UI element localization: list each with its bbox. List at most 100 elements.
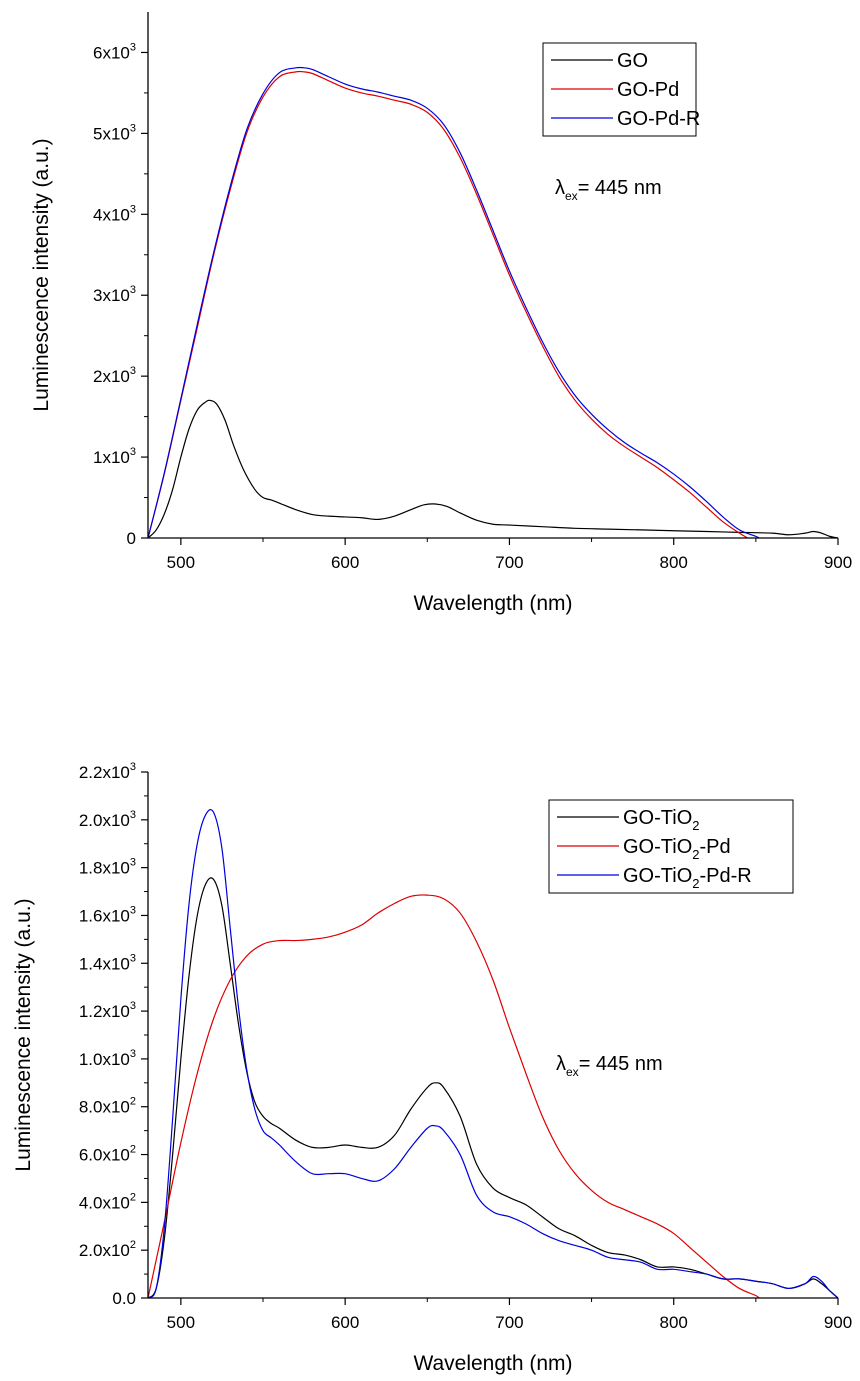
legend-label-sub: 2: [692, 876, 699, 891]
y-tick-mantissa: 8.0x10: [79, 1098, 130, 1117]
y-tick-exponent: 3: [130, 284, 136, 296]
legend-label-2: GO-TiO2-Pd-R: [623, 865, 752, 891]
x-tick-label: 900: [824, 1313, 852, 1332]
annotation-symbol: λ: [556, 1053, 566, 1075]
annotation-text: = 445 nm: [578, 177, 662, 199]
legend-label-tail: -Pd-R: [699, 865, 751, 887]
y-tick-exponent: 3: [130, 761, 136, 773]
legend-label-sub: 2: [692, 818, 699, 833]
x-axis-label: Wavelength (nm): [413, 1352, 572, 1375]
y-tick-label: 1.2x103: [79, 1000, 136, 1021]
x-tick-label: 500: [167, 553, 195, 572]
legend-label-main: GO-TiO: [623, 865, 692, 887]
y-tick-mantissa: 1.4x10: [79, 954, 130, 973]
y-tick-label: 6.0x102: [79, 1144, 136, 1165]
y-tick-mantissa: 1.2x10: [79, 1002, 130, 1021]
y-tick-label: 0: [127, 529, 136, 548]
legend-label-1: GO-TiO2-Pd: [623, 836, 731, 862]
y-tick-mantissa: 2x10: [93, 367, 130, 386]
y-tick-exponent: 3: [130, 41, 136, 53]
y-tick-mantissa: 1x10: [93, 448, 130, 467]
y-tick-exponent: 3: [130, 857, 136, 869]
x-tick-label: 900: [824, 553, 852, 572]
excitation-annotation: λex= 445 nm: [555, 177, 662, 203]
y-tick-mantissa: 0.0: [112, 1289, 136, 1308]
legend-label-0: GO-TiO2: [623, 807, 699, 833]
y-tick-label: 4.0x102: [79, 1191, 136, 1212]
annotation-text: = 445 nm: [579, 1053, 663, 1075]
series-line-2: [147, 66, 760, 539]
y-tick-label: 1.0x103: [79, 1048, 136, 1069]
annotation-subscript: ex: [566, 1065, 579, 1079]
legend-label-sub: 2: [692, 847, 699, 862]
legend-label-text: GO: [617, 50, 648, 72]
y-tick-label: 2.0x102: [79, 1239, 136, 1260]
y-tick-exponent: 3: [130, 203, 136, 215]
y-tick-exponent: 2: [130, 1096, 136, 1108]
chart-bottom: 500 600 700 800 9000.02.0x1024.0x1026.0x1028…: [12, 761, 852, 1375]
y-tick-label: 3x103: [93, 284, 136, 305]
y-tick-mantissa: 4.0x10: [79, 1193, 130, 1212]
y-tick-mantissa: 0: [127, 529, 136, 548]
y-tick-mantissa: 1.8x10: [79, 859, 130, 878]
y-tick-exponent: 3: [130, 952, 136, 964]
legend-label-2: GO-Pd-R: [617, 108, 700, 130]
series-line-1: [147, 894, 760, 1299]
y-tick-label: 0.0: [112, 1289, 136, 1308]
legend-label-text: GO-Pd-R: [617, 108, 700, 130]
y-tick-exponent: 3: [130, 809, 136, 821]
legend-label-main: GO-TiO: [623, 836, 692, 858]
y-tick-exponent: 3: [130, 904, 136, 916]
y-axis-label: Luminescence intensity (a.u.): [12, 898, 35, 1171]
y-tick-mantissa: 5x10: [93, 124, 130, 143]
series-line-1: [147, 70, 748, 539]
x-tick-label: 600: [331, 553, 359, 572]
y-tick-label: 2.2x103: [79, 761, 136, 782]
y-tick-label: 1.4x103: [79, 952, 136, 973]
y-tick-exponent: 3: [130, 446, 136, 458]
y-tick-label: 2x103: [93, 365, 136, 386]
y-tick-label: 5x103: [93, 122, 136, 143]
y-tick-exponent: 3: [130, 1048, 136, 1060]
series-line-2: [147, 809, 839, 1299]
y-tick-mantissa: 2.2x10: [79, 763, 130, 782]
legend-label-main: GO-TiO: [623, 807, 692, 829]
x-tick-label: 800: [660, 553, 688, 572]
legend-label-0: GO: [617, 50, 648, 72]
y-tick-label: 6x103: [93, 41, 136, 62]
y-tick-mantissa: 2.0x10: [79, 1241, 130, 1260]
x-tick-label: 700: [495, 553, 523, 572]
x-tick-label: 800: [660, 1313, 688, 1332]
series-line-0: [147, 877, 839, 1299]
y-tick-mantissa: 2.0x10: [79, 811, 130, 830]
y-tick-mantissa: 6x10: [93, 43, 130, 62]
chart-top: 500 600 700 800 90001x1032x1033x1034x1035x10…: [30, 12, 852, 615]
y-tick-label: 4x103: [93, 203, 136, 224]
x-tick-label: 600: [331, 1313, 359, 1332]
series-line-0: [147, 399, 839, 539]
y-tick-label: 2.0x103: [79, 809, 136, 830]
y-tick-mantissa: 1.0x10: [79, 1050, 130, 1069]
y-tick-mantissa: 1.6x10: [79, 906, 130, 925]
y-tick-exponent: 2: [130, 1144, 136, 1156]
y-tick-mantissa: 4x10: [93, 205, 130, 224]
legend-label-text: GO-Pd: [617, 79, 679, 101]
y-tick-label: 1x103: [93, 446, 136, 467]
legend-label-tail: -Pd: [699, 836, 730, 858]
y-tick-exponent: 2: [130, 1239, 136, 1251]
annotation-subscript: ex: [565, 189, 578, 203]
y-tick-label: 1.8x103: [79, 857, 136, 878]
annotation-symbol: λ: [555, 177, 565, 199]
x-tick-label: 500: [167, 1313, 195, 1332]
y-tick-exponent: 3: [130, 365, 136, 377]
x-axis-label: Wavelength (nm): [413, 592, 572, 615]
x-tick-label: 700: [495, 1313, 523, 1332]
y-tick-exponent: 3: [130, 1000, 136, 1012]
excitation-annotation: λex= 445 nm: [556, 1053, 663, 1079]
y-tick-label: 8.0x102: [79, 1096, 136, 1117]
legend-label-1: GO-Pd: [617, 79, 679, 101]
y-tick-label: 1.6x103: [79, 904, 136, 925]
y-tick-exponent: 3: [130, 122, 136, 134]
y-tick-mantissa: 3x10: [93, 286, 130, 305]
